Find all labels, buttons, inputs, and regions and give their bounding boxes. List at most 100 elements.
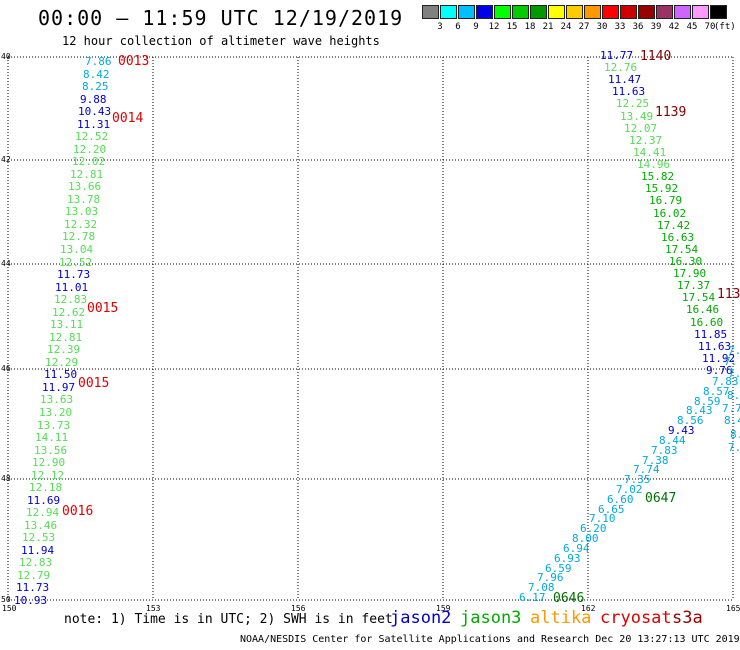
wave-height-value: 7.74 bbox=[633, 463, 660, 476]
wave-height-value: 13.03 bbox=[65, 205, 99, 218]
pass-time-label: 0015 bbox=[78, 376, 110, 391]
longitude-tick: 150 bbox=[2, 604, 17, 613]
wave-height-value: 12.20 bbox=[73, 143, 107, 156]
wave-height-value: 13.04 bbox=[60, 243, 94, 256]
wave-height-value: 11.73 bbox=[16, 581, 50, 594]
colorbar-swatch bbox=[440, 5, 457, 19]
pass-time-label: 0016 bbox=[62, 504, 94, 519]
colorbar-swatch bbox=[602, 5, 619, 19]
wave-height-value: 7.70 bbox=[722, 402, 740, 415]
longitude-tick: 165 bbox=[726, 604, 740, 613]
wave-height-value: 7.38 bbox=[642, 454, 669, 467]
colorbar-label: 36 bbox=[632, 22, 644, 32]
wave-height-value: 12.76 bbox=[604, 61, 638, 74]
wave-height-value: 13.73 bbox=[37, 419, 71, 432]
wave-height-value: 17.42 bbox=[657, 219, 691, 232]
wave-height-value: 11.47 bbox=[608, 73, 642, 86]
wave-height-value: 6.59 bbox=[545, 562, 572, 575]
satellite-legend-jason2: jason2 bbox=[390, 608, 452, 628]
wave-height-value: 8.57 bbox=[703, 385, 730, 398]
pass-time-label: 113 bbox=[717, 287, 740, 302]
footer-credit: NOAA/NESDIS Center for Satellite Applica… bbox=[240, 634, 740, 645]
latitude-tick: 50 bbox=[1, 595, 11, 604]
wave-height-value: 12.29 bbox=[45, 356, 79, 369]
latitude-tick: 44 bbox=[1, 259, 11, 268]
wave-height-value: 12.02 bbox=[72, 155, 106, 168]
longitude-tick: 156 bbox=[291, 604, 306, 613]
wave-height-value: 8.59 bbox=[694, 395, 721, 408]
latitude-tick: 42 bbox=[1, 155, 11, 164]
colorbar-label: 39 bbox=[650, 22, 662, 32]
colorbar-label: 27 bbox=[578, 22, 590, 32]
wave-height-value: 11.69 bbox=[27, 494, 61, 507]
wave-height-value: 13.78 bbox=[67, 193, 101, 206]
wave-height-value: 12.53 bbox=[22, 531, 56, 544]
wave-height-value: 16.30 bbox=[669, 255, 703, 268]
colorbar-swatch bbox=[458, 5, 475, 19]
legend-note: note: 1) Time is in UTC; 2) SWH is in fe… bbox=[64, 612, 393, 627]
longitude-tick: 153 bbox=[146, 604, 161, 613]
wave-height-value: 7.86 bbox=[85, 55, 112, 68]
wave-height-value: 7. bbox=[728, 441, 740, 454]
wave-height-value: 9.43 bbox=[668, 424, 695, 437]
latitude-tick: 46 bbox=[1, 364, 11, 373]
colorbar-label: 42 bbox=[668, 22, 680, 32]
wave-height-value: 12.12 bbox=[31, 469, 65, 482]
wave-height-value: 12.83 bbox=[54, 293, 88, 306]
colorbar-swatch bbox=[548, 5, 565, 19]
wave-height-value: 6.94 bbox=[563, 542, 590, 555]
colorbar-swatch bbox=[530, 5, 547, 19]
wave-height-value: 12.81 bbox=[49, 331, 83, 344]
wave-height-value: 7.35 bbox=[624, 473, 651, 486]
wave-height-value: 12.07 bbox=[624, 122, 658, 135]
wave-height-value: 13.56 bbox=[34, 444, 68, 457]
wave-height-value: 11.31 bbox=[77, 118, 111, 131]
wave-height-value: 13.20 bbox=[39, 406, 73, 419]
wave-height-value: 14.11 bbox=[35, 431, 69, 444]
colorbar-swatch bbox=[638, 5, 655, 19]
colorbar-label: 21 bbox=[542, 22, 554, 32]
wave-height-value: 11.01 bbox=[55, 281, 89, 294]
wave-height-value: 7.83 bbox=[728, 367, 740, 380]
wave-height-value: 6.20 bbox=[580, 522, 607, 535]
wave-height-value: 12.52 bbox=[75, 130, 109, 143]
wave-height-value: 13.66 bbox=[68, 180, 102, 193]
wave-height-value: 16.46 bbox=[686, 303, 720, 316]
wave-height-value: 6.65 bbox=[598, 503, 625, 516]
wave-height-value: 16.63 bbox=[661, 231, 695, 244]
satellite-legend-jason3: jason3 bbox=[460, 608, 522, 628]
latitude-tick: 48 bbox=[1, 474, 11, 483]
colorbar-swatch bbox=[494, 5, 511, 19]
colorbar-label: 45 bbox=[686, 22, 698, 32]
wave-height-value: 14.41 bbox=[633, 146, 667, 159]
colorbar-label: 18 bbox=[524, 22, 536, 32]
satellite-legend-cryosat: cryosat bbox=[600, 608, 672, 628]
pass-time-label: 0013 bbox=[118, 54, 150, 69]
wave-height-value: 11.97 bbox=[42, 381, 76, 394]
wave-height-value: 8.43 bbox=[686, 404, 713, 417]
colorbar-swatch bbox=[710, 5, 727, 19]
wave-height-value: 16.02 bbox=[653, 207, 687, 220]
wave-height-value: 11.77 bbox=[600, 49, 634, 62]
longitude-tick: 162 bbox=[581, 604, 596, 613]
colorbar-label: 33 bbox=[614, 22, 626, 32]
satellite-legend-s3a: s3a bbox=[672, 608, 703, 628]
wave-height-value: 8.4 bbox=[724, 414, 740, 427]
satellite-legend-altika: altika bbox=[530, 608, 592, 628]
wave-height-value: 7. bbox=[724, 355, 738, 368]
pass-time-label: 0646 bbox=[553, 591, 585, 606]
colorbar-swatch bbox=[566, 5, 583, 19]
wave-height-value: 11.63 bbox=[698, 340, 732, 353]
wave-height-value: 13.11 bbox=[50, 318, 84, 331]
wave-height-value: 8.42 bbox=[83, 68, 110, 81]
wave-height-value: 8.25 bbox=[82, 80, 109, 93]
colorbar-swatch bbox=[476, 5, 493, 19]
colorbar-swatch bbox=[692, 5, 709, 19]
pass-time-label: 1139 bbox=[655, 105, 687, 120]
wave-height-value: 17.54 bbox=[682, 291, 716, 304]
wave-height-value: 12.37 bbox=[629, 134, 663, 147]
wave-height-value: 11.73 bbox=[57, 268, 91, 281]
wave-height-value: 12.25 bbox=[616, 97, 650, 110]
wave-height-value: 12.94 bbox=[26, 506, 60, 519]
